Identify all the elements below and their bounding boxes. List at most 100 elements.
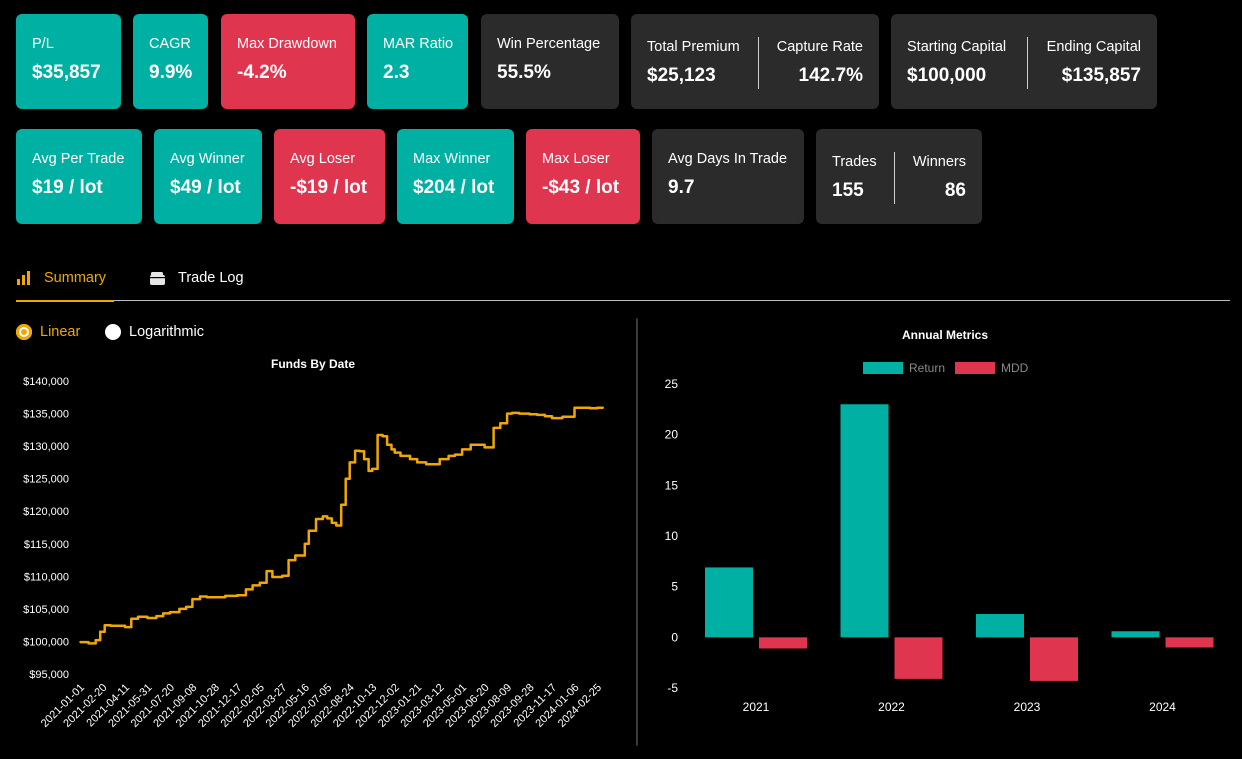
kpi-value: $19 / lot — [32, 177, 103, 198]
y-tick-label: 0 — [671, 630, 678, 644]
kpi-label: Avg Loser — [290, 151, 356, 167]
funds-point — [561, 416, 564, 418]
bar-chart-icon — [16, 270, 32, 286]
kpi-value: 86 — [944, 180, 966, 201]
panel-divider — [636, 318, 638, 746]
funds-point — [315, 518, 317, 520]
funds-point — [146, 617, 149, 619]
funds-point — [386, 444, 388, 446]
funds-point — [178, 608, 181, 610]
funds-point — [330, 522, 333, 524]
tab-trade-log-label: Trade Log — [178, 270, 244, 286]
kpi-value: -$43 / lot — [542, 177, 620, 198]
funds-point — [130, 617, 133, 620]
funds-point — [87, 642, 90, 645]
bar-mdd-2023 — [1030, 637, 1078, 681]
kpi-value: 142.7% — [798, 65, 863, 86]
funds-point — [354, 449, 356, 452]
scale-log-radio[interactable]: Logarithmic — [105, 324, 204, 340]
bar-return-2024 — [1111, 631, 1160, 638]
funds-point — [335, 524, 338, 527]
scale-linear-radio[interactable]: Linear — [16, 324, 80, 340]
kpi-label: Avg Per Trade — [32, 151, 125, 167]
x-tick-label: 2023 — [1014, 700, 1041, 714]
kpi-card-avgpertrade: Avg Per Trade $19 / lot — [16, 129, 142, 224]
kpi-card-winpct: Win Percentage 55.5% — [481, 14, 619, 109]
funds-point — [205, 596, 208, 598]
x-tick-label: 2022 — [878, 700, 905, 714]
funds-point — [169, 611, 171, 613]
funds-point — [602, 406, 605, 409]
kpi-label: CAGR — [149, 36, 191, 52]
kpi-label: Max Winner — [413, 151, 491, 167]
kpi-value: $49 / lot — [170, 177, 241, 198]
kpi-label: Avg Days In Trade — [668, 151, 788, 167]
kpi-label: Ending Capital — [1046, 39, 1141, 55]
kpi-label: Win Percentage — [497, 36, 601, 52]
kpi-label: Avg Winner — [170, 151, 245, 167]
y-tick-label: $115,000 — [24, 539, 69, 551]
funds-point — [348, 461, 351, 464]
funds-point — [399, 455, 402, 457]
funds-point — [214, 596, 216, 598]
funds-point — [409, 458, 411, 460]
kpi-card-cagr: CAGR 9.9% — [133, 14, 208, 109]
bar-return-2022 — [840, 404, 889, 638]
funds-point — [271, 576, 274, 578]
funds-line — [80, 406, 604, 645]
kpi-value: $204 / lot — [413, 177, 495, 198]
funds-point — [528, 413, 531, 416]
kpi-label: P/L — [32, 36, 54, 52]
funds-point — [259, 582, 261, 584]
card-divider — [894, 152, 895, 204]
funds-point — [371, 468, 374, 470]
funds-point — [551, 417, 553, 419]
funds-point — [536, 414, 539, 416]
y-tick-label: -5 — [667, 681, 678, 695]
kpi-label: Max Loser — [542, 151, 610, 167]
y-tick-label: $110,000 — [24, 571, 69, 583]
funds-point — [340, 503, 342, 506]
kpi-value: 9.9% — [149, 62, 193, 83]
legend-label: MDD — [1001, 361, 1029, 375]
bar-mdd-2021 — [759, 637, 807, 649]
tab-trade-log[interactable]: Trade Log — [149, 255, 244, 301]
kpi-label: Trades — [832, 154, 877, 170]
kpi-label: Total Premium — [647, 39, 740, 55]
y-tick-label: 5 — [671, 580, 678, 594]
radio-selected-icon — [16, 324, 32, 340]
kpi-card-mar: MAR Ratio 2.3 — [367, 14, 468, 109]
funds-point — [191, 598, 194, 600]
kpi-value: 2.3 — [383, 62, 410, 83]
bar-return-2023 — [976, 614, 1024, 638]
funds-point — [511, 412, 513, 414]
funds-point — [506, 412, 508, 415]
kpi-value: -4.2% — [237, 62, 287, 83]
funds-point — [185, 606, 187, 608]
bar-mdd-2022 — [894, 637, 943, 679]
x-tick-label: 2021 — [743, 700, 770, 714]
kpi-card-pl: P/L $35,857 — [16, 14, 121, 109]
kpi-value: $100,000 — [907, 65, 987, 86]
funds-point — [367, 470, 370, 472]
tab-summary[interactable]: Summary — [16, 255, 114, 302]
legend-swatch — [863, 362, 903, 374]
funds-point — [137, 615, 139, 618]
kpi-value: 155 — [832, 180, 864, 201]
kpi-label: Starting Capital — [907, 39, 1007, 55]
y-tick-label: $120,000 — [23, 506, 69, 518]
kpi-label: Winners — [912, 154, 966, 170]
kpi-card-avgloser: Avg Loser -$19 / lot — [274, 129, 385, 224]
y-tick-label: 15 — [665, 478, 679, 492]
bar-mdd-2024 — [1165, 637, 1214, 648]
y-tick-label: 25 — [665, 377, 679, 391]
funds-point — [544, 415, 546, 417]
funds-point — [321, 515, 324, 518]
radio-unselected-icon — [105, 324, 121, 340]
legend-swatch — [955, 362, 995, 374]
kpi-card-maxloser: Max Loser -$43 / lot — [526, 129, 640, 224]
y-tick-label: $100,000 — [23, 636, 69, 648]
funds-point — [265, 570, 268, 572]
funds-point — [155, 615, 158, 617]
scale-log-label: Logarithmic — [129, 324, 204, 340]
